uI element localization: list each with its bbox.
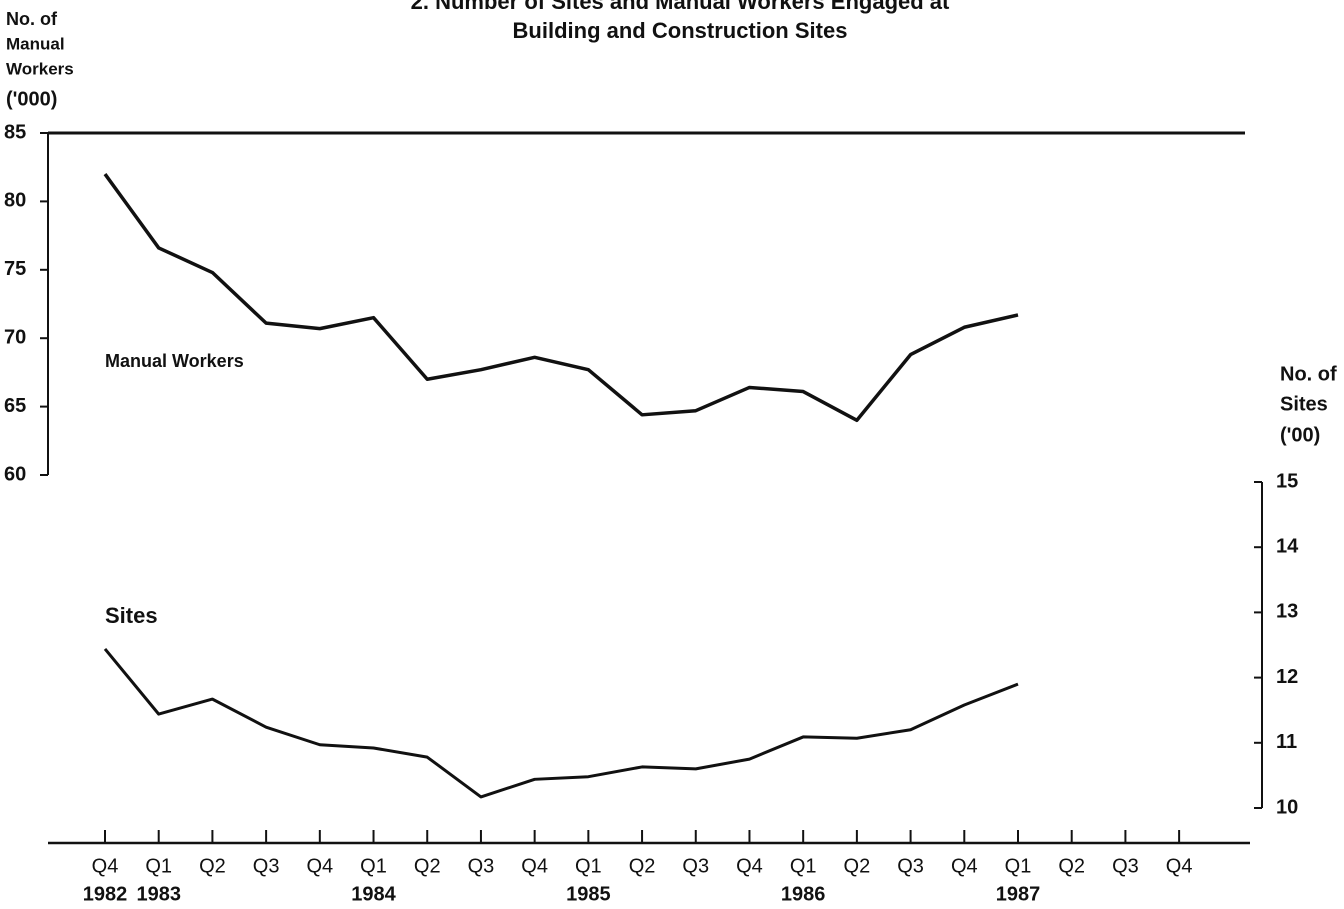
x-year-label: 1983	[136, 883, 181, 905]
series-label: Sites	[105, 603, 158, 628]
y-axis-title: ('000)	[6, 88, 57, 110]
y2-tick-label: 12	[1276, 666, 1298, 688]
x-tick-label: Q3	[682, 855, 709, 877]
y-tick-label: 85	[4, 121, 26, 143]
x-tick-label: Q3	[1112, 855, 1139, 877]
x-year-label: 1984	[351, 883, 396, 905]
x-tick-label: Q4	[1166, 855, 1193, 877]
x-year-label: 1985	[566, 883, 611, 905]
x-tick-label: Q2	[414, 855, 441, 877]
x-tick-label: Q4	[521, 855, 548, 877]
y-axis-title: No. of	[6, 9, 58, 29]
series-line	[103, 173, 1019, 423]
y2-tick-label: 13	[1276, 601, 1298, 623]
y2-tick-label: 11	[1276, 731, 1297, 753]
x-year-label: 1986	[781, 883, 826, 905]
series-label: Manual Workers	[105, 351, 244, 371]
x-tick-label: Q3	[253, 855, 280, 877]
y2-axis-title: ('00)	[1280, 424, 1320, 446]
x-tick-label: Q4	[92, 855, 119, 877]
x-year-label: 1982	[83, 883, 128, 905]
y-tick-label: 80	[4, 190, 26, 212]
y-tick-label: 70	[4, 326, 26, 348]
x-tick-label: Q2	[199, 855, 226, 877]
x-tick-label: Q4	[736, 855, 763, 877]
y2-tick-label: 10	[1276, 796, 1298, 818]
x-tick-label: Q1	[145, 855, 172, 877]
y-tick-label: 75	[4, 258, 26, 280]
x-tick-label: Q3	[897, 855, 924, 877]
y-tick-label: 65	[4, 395, 26, 417]
x-tick-label: Q4	[951, 855, 978, 877]
x-tick-label: Q2	[1058, 855, 1085, 877]
y-axis-title: Manual	[6, 34, 65, 53]
y2-tick-label: 15	[1276, 470, 1298, 492]
chart-title: 2. Number of Sites and Manual Workers En…	[411, 0, 950, 14]
x-tick-label: Q1	[1005, 855, 1032, 877]
x-tick-label: Q1	[790, 855, 817, 877]
y2-tick-label: 14	[1276, 535, 1299, 557]
x-tick-label: Q1	[575, 855, 602, 877]
x-tick-label: Q2	[629, 855, 656, 877]
chart-title: Building and Construction Sites	[513, 18, 848, 43]
y-axis-title: Workers	[6, 59, 74, 78]
y2-axis-title: No. of	[1280, 363, 1337, 385]
series-line	[103, 647, 1019, 799]
y2-axis-title: Sites	[1280, 393, 1328, 415]
x-tick-label: Q1	[360, 855, 387, 877]
x-tick-label: Q2	[844, 855, 871, 877]
x-tick-label: Q4	[306, 855, 333, 877]
y-tick-label: 60	[4, 463, 26, 485]
x-tick-label: Q3	[468, 855, 495, 877]
x-year-label: 1987	[996, 883, 1041, 905]
